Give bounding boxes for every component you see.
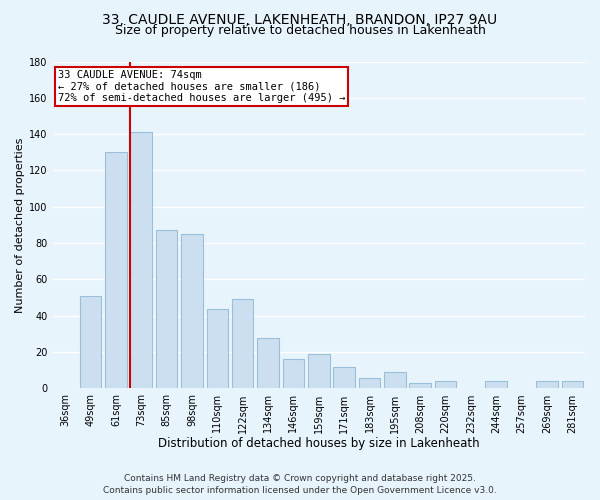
Bar bbox=[562, 381, 583, 388]
Bar bbox=[105, 152, 127, 388]
Bar bbox=[308, 354, 329, 388]
Bar bbox=[334, 366, 355, 388]
Bar bbox=[232, 300, 253, 388]
Bar bbox=[156, 230, 178, 388]
Bar bbox=[409, 383, 431, 388]
X-axis label: Distribution of detached houses by size in Lakenheath: Distribution of detached houses by size … bbox=[158, 437, 479, 450]
Bar bbox=[80, 296, 101, 388]
Bar bbox=[181, 234, 203, 388]
Y-axis label: Number of detached properties: Number of detached properties bbox=[15, 138, 25, 312]
Bar bbox=[435, 381, 457, 388]
Bar bbox=[384, 372, 406, 388]
Text: Size of property relative to detached houses in Lakenheath: Size of property relative to detached ho… bbox=[115, 24, 485, 37]
Bar bbox=[485, 381, 507, 388]
Bar bbox=[536, 381, 558, 388]
Text: 33 CAUDLE AVENUE: 74sqm
← 27% of detached houses are smaller (186)
72% of semi-d: 33 CAUDLE AVENUE: 74sqm ← 27% of detache… bbox=[58, 70, 346, 103]
Bar bbox=[283, 360, 304, 388]
Text: Contains HM Land Registry data © Crown copyright and database right 2025.
Contai: Contains HM Land Registry data © Crown c… bbox=[103, 474, 497, 495]
Bar bbox=[130, 132, 152, 388]
Bar bbox=[206, 308, 228, 388]
Bar bbox=[359, 378, 380, 388]
Text: 33, CAUDLE AVENUE, LAKENHEATH, BRANDON, IP27 9AU: 33, CAUDLE AVENUE, LAKENHEATH, BRANDON, … bbox=[103, 12, 497, 26]
Bar bbox=[257, 338, 279, 388]
